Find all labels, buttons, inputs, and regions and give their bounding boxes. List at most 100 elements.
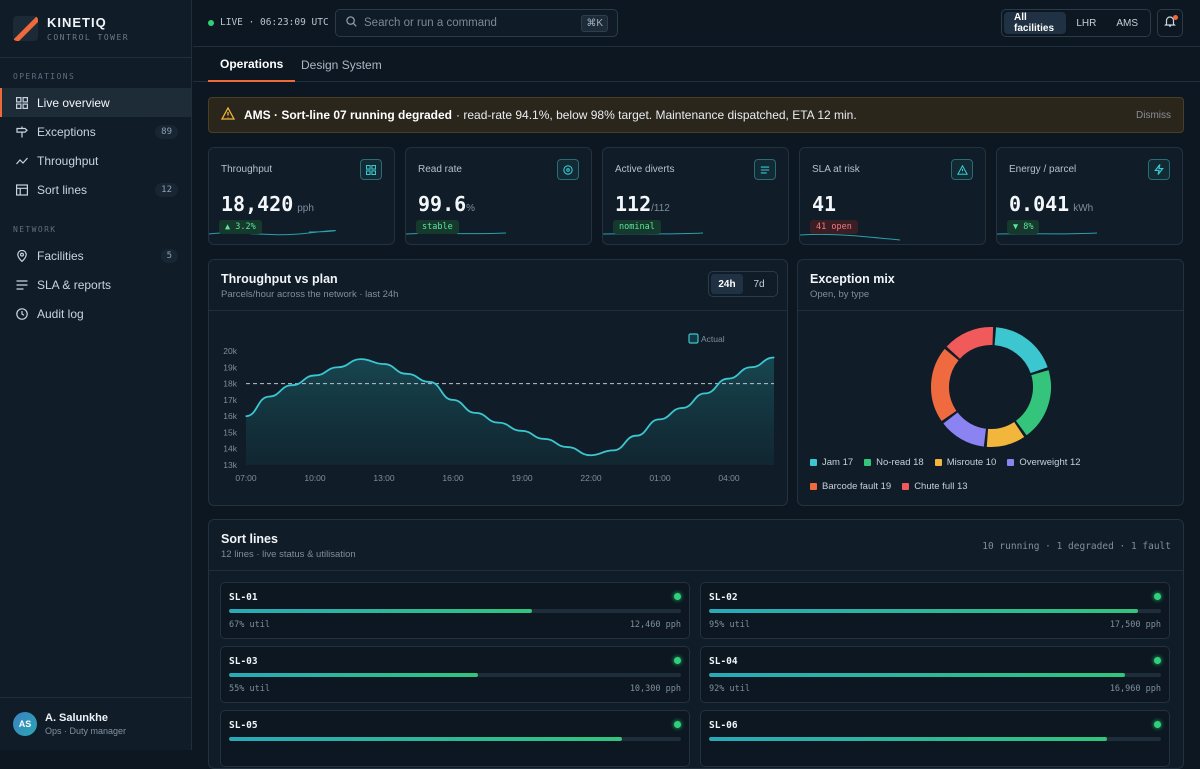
data-point bbox=[268, 396, 270, 398]
utilisation-fill bbox=[709, 609, 1139, 613]
user-name: A. Salunkhe bbox=[45, 712, 108, 724]
data-point bbox=[337, 366, 339, 368]
utilisation-fill bbox=[229, 609, 532, 613]
kpi-label: Throughput bbox=[221, 164, 273, 175]
sort-line-card[interactable]: SL-01 67% util 12,460 pph bbox=[220, 582, 690, 639]
data-point bbox=[429, 381, 431, 383]
utilisation-bar bbox=[709, 673, 1161, 677]
kpi-card-sla-at-risk[interactable]: SLA at risk 41 41 open bbox=[799, 147, 986, 245]
sidebar-item-throughput[interactable]: Throughput bbox=[0, 146, 191, 175]
utilisation-bar bbox=[709, 609, 1161, 613]
kpi-label: SLA at risk bbox=[812, 164, 860, 175]
kpi-value: 0.041 bbox=[1009, 192, 1070, 216]
range-24h-button[interactable]: 24h bbox=[711, 274, 743, 294]
data-point bbox=[497, 422, 500, 424]
sidebar-item-exceptions[interactable]: Exceptions 89 bbox=[0, 117, 191, 146]
kpi-label: Active diverts bbox=[615, 164, 675, 175]
panel-divider bbox=[209, 310, 787, 311]
x-tick-label: 04:00 bbox=[718, 473, 740, 483]
data-point bbox=[635, 435, 637, 437]
dismiss-button[interactable]: Dismiss bbox=[1136, 109, 1171, 121]
kpi-card-throughput[interactable]: Throughput 18,420 pph ▲ 3.2% bbox=[208, 147, 395, 245]
legend-label: Chute full 13 bbox=[914, 480, 968, 492]
donut-slice-misroute[interactable] bbox=[986, 421, 1025, 447]
donut-slice-barcode-fault[interactable] bbox=[931, 348, 959, 422]
count-badge: 89 bbox=[155, 124, 178, 139]
status-dot-icon bbox=[674, 593, 681, 600]
legend-swatch bbox=[810, 482, 817, 490]
data-point bbox=[543, 438, 546, 440]
donut-slice-chute-full[interactable] bbox=[946, 327, 994, 360]
kpi-card-read-rate[interactable]: Read rate 99.6% stable bbox=[405, 147, 592, 245]
data-point bbox=[773, 356, 775, 359]
live-text: LIVE · 06:23:09 UTC bbox=[220, 17, 329, 28]
data-point bbox=[566, 446, 568, 448]
throughput-panel: Throughput vs plan Parcels/hour across t… bbox=[208, 259, 788, 506]
kpi-card-active-diverts[interactable]: Active diverts 112/112 nominal bbox=[602, 147, 789, 245]
utilisation-label: 55% util bbox=[229, 684, 270, 694]
user-profile[interactable]: AS A. Salunkhe Ops · Duty manager bbox=[0, 697, 191, 750]
sort-line-card[interactable]: SL-02 95% util 17,500 pph bbox=[700, 582, 1170, 639]
data-point bbox=[360, 358, 362, 360]
notifications-button[interactable] bbox=[1157, 9, 1183, 37]
sidebar-item-facilities[interactable]: Facilities 5 bbox=[0, 241, 191, 270]
x-tick-label: 10:00 bbox=[304, 473, 326, 483]
panel-subtitle: Open, by type bbox=[810, 289, 870, 300]
donut-slice-overweight[interactable] bbox=[943, 412, 987, 447]
data-point bbox=[658, 418, 660, 420]
tab-design-system[interactable]: Design System bbox=[301, 57, 382, 72]
sort-line-id: SL-03 bbox=[229, 656, 258, 667]
sort-line-id: SL-06 bbox=[709, 720, 738, 731]
shortcut-hint: ⌘K bbox=[581, 15, 608, 32]
sidebar-item-label: SLA & reports bbox=[37, 277, 112, 292]
data-point bbox=[589, 454, 591, 456]
sidebar-item-live-overview[interactable]: Live overview bbox=[0, 88, 191, 117]
sidebar-item-sla-reports[interactable]: SLA & reports bbox=[0, 270, 191, 299]
user-role: Ops · Duty manager bbox=[45, 726, 127, 736]
grid-icon bbox=[360, 159, 382, 180]
legend-item: No-read 18 bbox=[864, 450, 924, 474]
pin-icon bbox=[15, 249, 29, 263]
status-dot-icon bbox=[1154, 593, 1161, 600]
facility-lhr[interactable]: LHR bbox=[1076, 17, 1097, 29]
sort-line-card[interactable]: SL-03 55% util 10,300 pph bbox=[220, 646, 690, 703]
sidebar-item-audit-log[interactable]: Audit log bbox=[0, 299, 191, 328]
donut-slice-jam[interactable] bbox=[994, 327, 1048, 374]
live-clock: LIVE · 06:23:09 UTC bbox=[208, 17, 329, 28]
sort-lines-panel: Sort lines 12 lines · live status & util… bbox=[208, 519, 1184, 769]
panel-subtitle: 12 lines · live status & utilisation bbox=[221, 549, 356, 560]
search-input[interactable] bbox=[364, 17, 584, 29]
kpi-card-energy[interactable]: Energy / parcel 0.041 kWh ▼ 8% bbox=[996, 147, 1183, 245]
y-tick-label: 16k bbox=[223, 411, 237, 421]
command-search[interactable]: ⌘K bbox=[335, 9, 618, 37]
legend-swatch bbox=[934, 458, 942, 466]
x-tick-label: 16:00 bbox=[442, 473, 464, 483]
kpi-label: Read rate bbox=[418, 164, 462, 175]
kpi-unit: pph bbox=[297, 203, 314, 214]
utilisation-label: 67% util bbox=[229, 620, 270, 630]
facility-all[interactable]: All facilities bbox=[1004, 12, 1067, 34]
facility-ams[interactable]: AMS bbox=[1116, 17, 1138, 29]
time-range-toggle: 24h 7d bbox=[708, 271, 778, 297]
donut-slice-no-read[interactable] bbox=[1015, 370, 1051, 436]
data-point bbox=[474, 412, 477, 414]
sort-line-card[interactable]: SL-05 bbox=[220, 710, 690, 767]
sidebar-item-sort-lines[interactable]: Sort lines 12 bbox=[0, 175, 191, 204]
notification-dot bbox=[1173, 15, 1178, 20]
data-point bbox=[750, 366, 752, 368]
target-icon bbox=[557, 159, 579, 180]
sort-line-card[interactable]: SL-06 bbox=[700, 710, 1170, 767]
avatar: AS bbox=[13, 712, 37, 736]
range-7d-button[interactable]: 7d bbox=[753, 278, 765, 290]
throughput-label: 12,460 pph bbox=[629, 620, 681, 630]
sort-line-id: SL-02 bbox=[709, 592, 738, 603]
throughput-label: 17,500 pph bbox=[1109, 620, 1161, 630]
x-tick-label: 07:00 bbox=[235, 473, 257, 483]
tab-operations[interactable]: Operations bbox=[208, 47, 296, 82]
sidebar-item-label: Exceptions bbox=[37, 124, 96, 139]
data-point bbox=[406, 373, 408, 375]
brand[interactable]: KINETIQ CONTROL TOWER bbox=[0, 0, 191, 58]
data-point bbox=[452, 399, 454, 401]
sort-line-card[interactable]: SL-04 92% util 16,960 pph bbox=[700, 646, 1170, 703]
search-icon bbox=[346, 14, 357, 32]
